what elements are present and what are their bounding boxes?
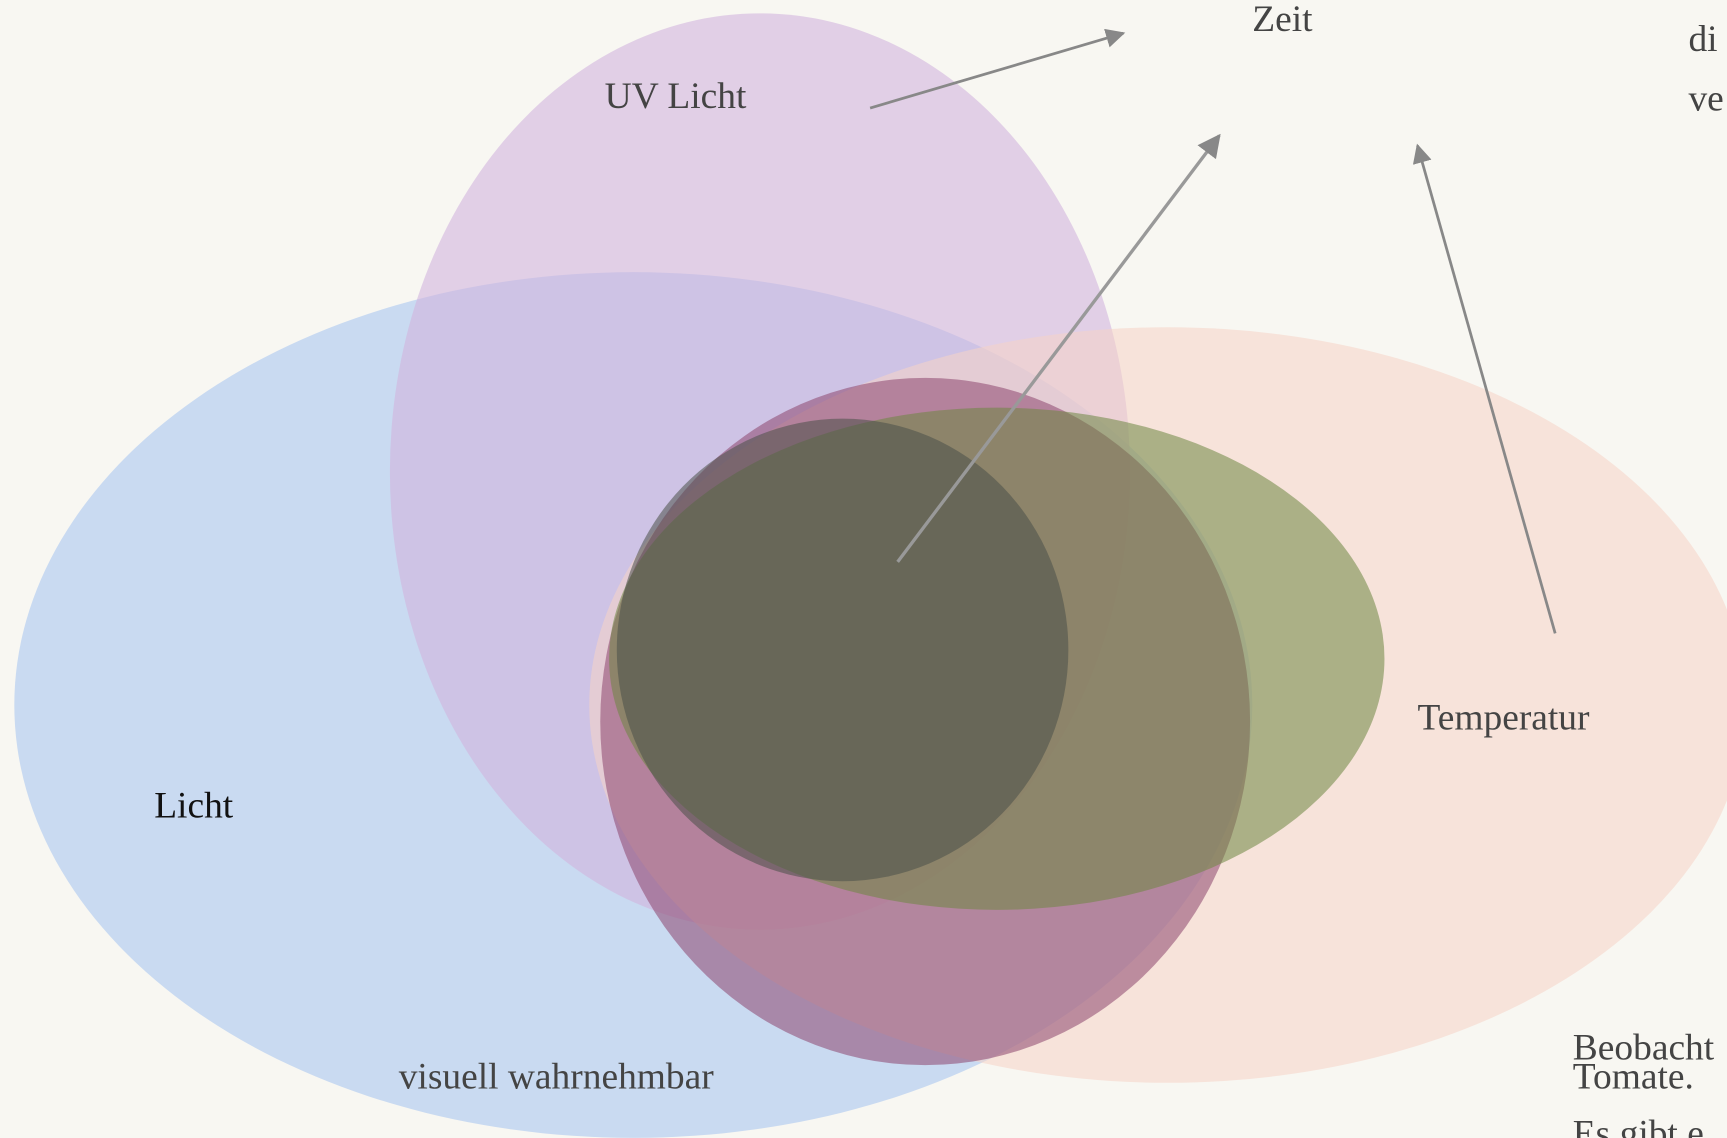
label: Zeit — [1252, 0, 1313, 40]
label: UV Licht — [605, 76, 747, 117]
label: visuell wahrnehmbar — [399, 1056, 715, 1097]
side-text: Beobacht — [1573, 1028, 1715, 1069]
arrow — [896, 133, 1221, 563]
side-text: Es gibt e — [1573, 1114, 1704, 1138]
label: Licht — [154, 785, 234, 826]
side-text: di — [1688, 19, 1717, 60]
core-circle — [616, 418, 1069, 882]
side-text: ve — [1688, 78, 1723, 119]
arrow — [1412, 143, 1557, 634]
arrow — [869, 28, 1126, 110]
label: Temperatur — [1418, 697, 1591, 738]
side-text: Tomate. — [1573, 1056, 1694, 1097]
